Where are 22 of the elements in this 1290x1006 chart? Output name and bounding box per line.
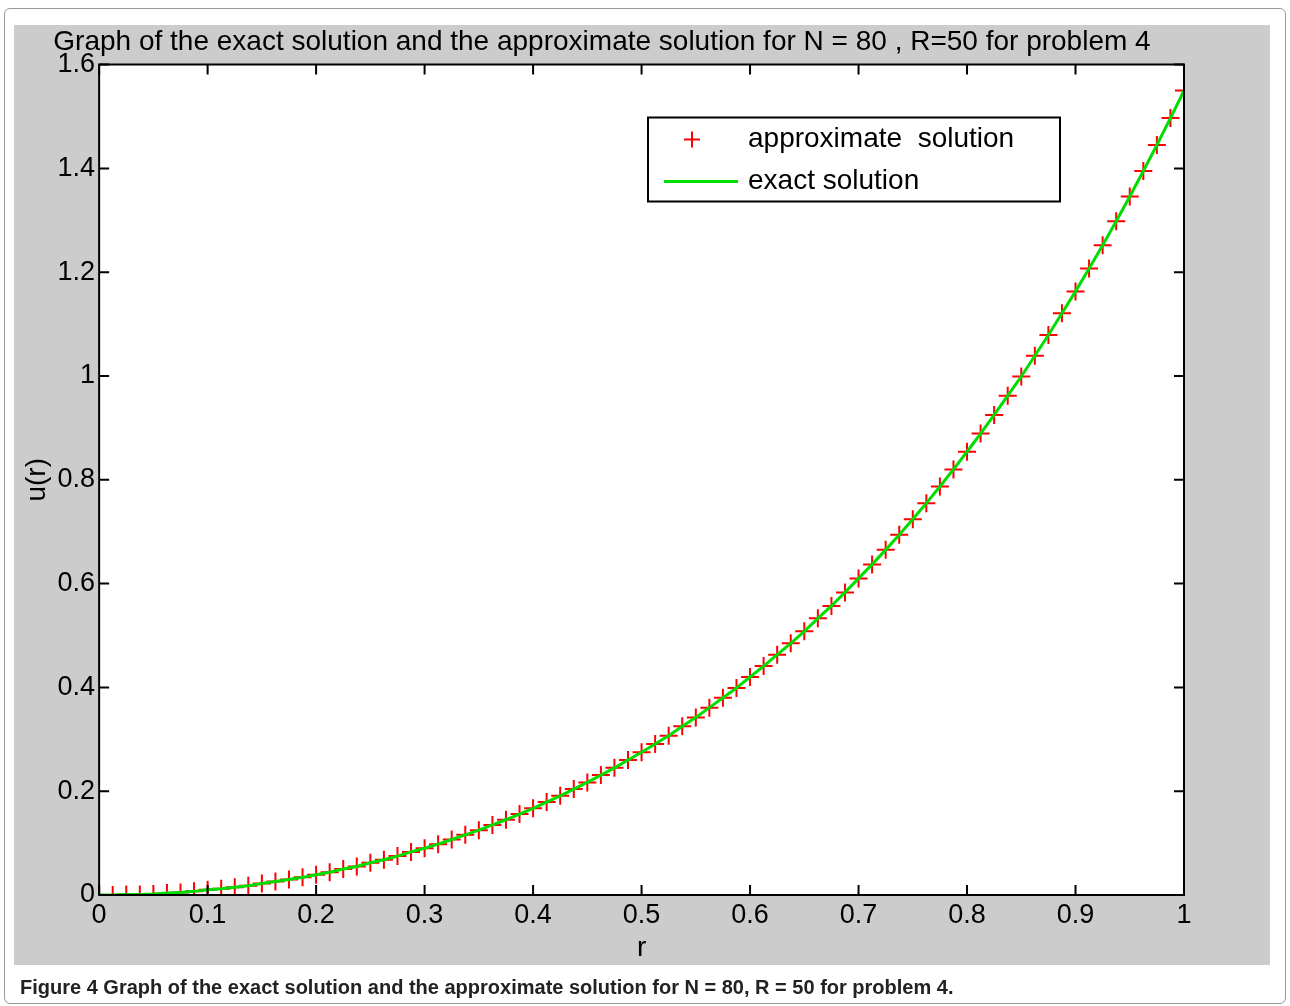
x-tick-label: 0.3 bbox=[405, 898, 444, 929]
x-tick-label: 0.7 bbox=[839, 898, 878, 929]
y-tick-label: 1.4 bbox=[57, 151, 96, 182]
y-axis-title: u(r) bbox=[19, 458, 51, 502]
y-tick-label: 0.8 bbox=[57, 463, 96, 494]
y-tick-label: 1.2 bbox=[57, 255, 96, 286]
x-tick-label: 0.9 bbox=[1056, 898, 1095, 929]
x-tick-label: 0.8 bbox=[948, 898, 986, 929]
y-tick-label: 0.2 bbox=[57, 774, 96, 805]
x-tick-label: 0.5 bbox=[622, 898, 661, 929]
caption: Figure 4 Graph of the exact solution and the approximate solution for N = 80, R = 50 for problem 4. bbox=[20, 976, 954, 999]
y-tick-label: 0.4 bbox=[57, 670, 96, 701]
x-tick-label: 0.4 bbox=[514, 898, 552, 929]
y-tick-label: 0.6 bbox=[57, 567, 96, 598]
x-tick-label: 0.1 bbox=[188, 898, 227, 929]
legend-label: exact solution bbox=[748, 164, 920, 196]
x-axis-title: r bbox=[636, 930, 647, 962]
x-tick-label: 0.2 bbox=[297, 898, 335, 929]
legend-label: approximate solution bbox=[748, 122, 1015, 154]
x-tick-label: 1 bbox=[1176, 898, 1192, 929]
x-tick-label: 0.6 bbox=[731, 898, 769, 929]
y-tick-label: 1 bbox=[80, 359, 96, 390]
